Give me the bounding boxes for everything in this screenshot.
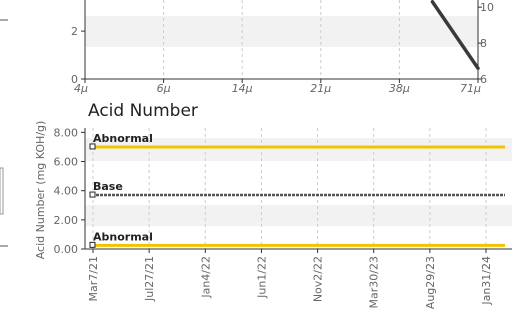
bottom-y-tick-label: 4.00 [54,185,79,198]
series-start-marker [89,143,96,150]
top-x-tick-label: 14μ [232,82,253,95]
abnormal-label: Abnormal [93,132,153,145]
top-x-ticks: 4μ 6μ 14μ 21μ 38μ 71μ [74,79,481,95]
abnormal-label: Abnormal [93,230,153,243]
bottom-y-axis-label: Acid Number (mg KOH/g) [34,121,47,260]
bottom-x-tick-label: Jun1/22 [255,256,268,299]
bottom-band-upper [85,138,512,161]
bottom-x-tick-label: Nov2/22 [312,256,325,302]
bottom-x-tick-label: Mar7/21 [87,256,100,301]
left-edge-bracket [0,167,4,215]
top-series [430,0,480,70]
top-left-tick-label: 0 [71,73,78,86]
top-right-tick-label: 10 [480,1,494,14]
bottom-y-ticks: 0.00 2.00 4.00 6.00 8.00 [54,126,85,256]
top-grid [163,0,400,79]
top-right-ticks: 6 8 10 [478,1,494,86]
top-x-tick-label: 71μ [460,82,481,95]
base-label: Base [93,180,123,193]
top-left-tick-label: 2 [71,25,78,38]
series-start-marker [89,241,96,248]
top-right-tick-label: 6 [480,73,487,86]
bottom-y-tick-label: 2.00 [54,214,79,227]
top-x-tick-label: 21μ [310,82,331,95]
top-x-tick-label: 38μ [389,82,410,95]
bottom-chart: 0.00 2.00 4.00 6.00 8.00 Mar7/21 Jul27/21 Jan4… [34,121,512,309]
top-trend-line [430,0,480,70]
series-start-marker [89,191,96,198]
top-right-tick-label: 8 [480,37,487,50]
bottom-x-ticks: Mar7/21 Jul27/21 Jan4/22 Jun1/22 Nov2/22 Mar3… [87,249,493,309]
bottom-chart-title: Acid Number [88,101,198,121]
top-x-tick-label: 6μ [157,82,171,95]
bottom-series: Abnormal Base Abnormal [89,132,505,248]
bottom-x-tick-label: Jul27/21 [143,256,156,302]
bottom-y-tick-label: 0.00 [54,243,79,256]
bottom-x-tick-label: Mar30/23 [368,256,381,308]
bottom-x-tick-label: Jan31/24 [480,256,493,306]
bottom-x-tick-label: Jan4/22 [199,256,212,299]
top-left-ticks: 02 [71,25,85,86]
bottom-y-tick-label: 6.00 [54,156,79,169]
bottom-band-lower [85,205,512,226]
top-band [85,16,478,47]
top-x-tick-label: 4μ [74,82,88,95]
bottom-y-tick-label: 8.00 [54,126,79,139]
bottom-x-tick-label: Aug29/23 [424,256,437,309]
